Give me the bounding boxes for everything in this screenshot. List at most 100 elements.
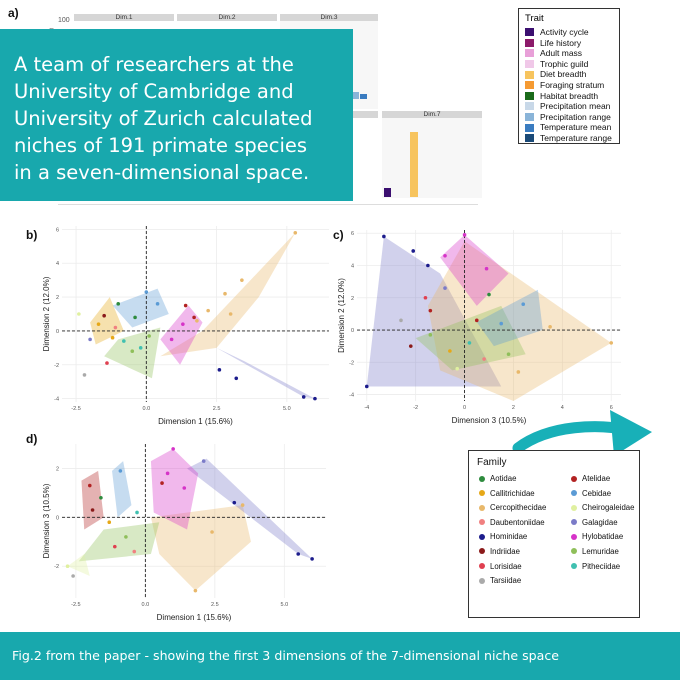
data-point [516,370,521,374]
data-point [206,308,210,313]
family-legend-item: Cercopithecidae [475,503,563,512]
family-legend: Family Aotidae Atelidae Callitrichidae Cebi… [468,450,640,618]
x-tick-label: -2.5 [71,602,80,608]
overlay-line-4: niches of 191 primate species [14,134,308,157]
family-label: Galagidae [582,517,618,527]
data-point [116,302,121,306]
family-legend-item: Pitheciidae [567,562,637,571]
data-point [301,395,306,399]
x-tick-label: -2.5 [71,406,80,412]
y-tick-label: -4 [54,397,59,403]
data-point [506,352,511,357]
family-legend-title: Family [477,457,507,468]
y-tick-label: 6 [351,231,354,237]
data-point [88,337,92,342]
trait-swatch [525,102,534,111]
data-point [192,315,196,320]
x-tick-label: -2 [413,405,418,411]
data-point [408,344,413,348]
footer-text: Fig.2 from the paper - showing the first… [12,648,560,663]
hull-hylobatidae [150,448,199,530]
data-point [448,349,452,353]
family-dot [571,475,577,482]
x-axis-label: Dimension 3 (10.5%) [452,416,527,425]
data-point [132,549,137,554]
trait-label: Foraging stratum [540,79,605,90]
hull-lemuridae [78,522,160,562]
data-point [201,459,206,463]
family-legend-item: Galagidae [567,518,637,527]
facet-dim1: Dim.1 [74,14,174,21]
hull-galagidae [216,347,315,399]
trait-legend-item: Temperature range [525,133,613,144]
data-point [135,510,139,515]
x-tick-label: 4 [561,405,564,411]
data-point [147,334,151,338]
trait-legend-item: Activity cycle [525,27,613,38]
data-point [364,384,369,389]
data-point [548,324,552,329]
family-legend-item: Hylobatidae [567,532,637,541]
data-point [65,564,70,569]
trait-label: Temperature range [540,132,612,143]
trait-legend-item: Trophic guild [525,59,613,70]
data-point [107,520,112,525]
plot-background [62,226,329,402]
plot-background [62,444,326,598]
ytick-100: 100 [58,17,70,24]
trait-swatch [525,49,534,58]
trait-label: Habitat breadth [540,90,599,101]
data-point [138,346,143,350]
y-tick-label: 4 [56,261,59,267]
trait-swatch [525,60,534,69]
x-tick-label: -4 [364,405,369,411]
trait-legend-item: Foraging stratum [525,80,613,91]
data-point [467,341,472,345]
y-tick-label: 2 [56,466,59,472]
trait-label: Life history [540,37,582,48]
y-tick-label: 0 [351,328,354,334]
family-label: Indriidae [490,546,520,556]
family-label: Hylobatidae [582,532,624,542]
data-point [382,234,386,239]
trait-label: Precipitation mean [540,101,611,112]
family-label: Tarsiidae [490,576,522,586]
data-point [133,315,137,320]
y-tick-label: -2 [54,564,59,570]
chart-baseline [58,204,478,205]
trait-swatch [525,123,534,132]
family-dot [571,519,577,526]
family-legend-item: Lorisidae [475,562,563,571]
facet-dim7-panel [382,118,482,198]
facet-dim7: Dim.7 [382,111,482,118]
family-dot [479,475,485,482]
data-point [609,341,614,345]
hull-cebidae [476,289,543,347]
data-point [423,295,428,300]
panel-label-c: c) [333,228,344,242]
trait-legend-item: Precipitation mean [525,101,613,112]
trait-label: Activity cycle [540,27,589,37]
data-point [428,333,433,337]
data-point [232,500,237,505]
trait-legend-item: Habitat breadth [525,91,613,102]
family-dot [479,519,485,526]
plot-background [357,230,621,401]
y-axis-label: Dimension 2 (12.0%) [42,276,51,351]
data-point [181,322,185,326]
x-tick-label: 5.0 [280,602,288,608]
panel-label-a: a) [8,6,19,20]
family-legend-item: Aotidae [475,474,563,483]
family-label: Cheirogaleidae [582,503,635,513]
trait-legend-item: Life history [525,38,613,49]
data-point [462,233,467,237]
scatter-plot-b: -2.5 0.0 2.5 5.0 6 4 2 0 -2 -4 Dimension 1 (15.6%)… [42,226,329,426]
trait-label: Temperature mean [540,122,612,133]
y-tick-label: -2 [349,360,354,366]
data-point [240,278,244,282]
data-point [499,321,504,326]
family-legend-item: Indriidae [475,547,563,556]
data-point [113,325,118,330]
hull-cercopithecidae [160,232,296,357]
overlay-text-box: A team of researchers at the University … [0,29,353,201]
